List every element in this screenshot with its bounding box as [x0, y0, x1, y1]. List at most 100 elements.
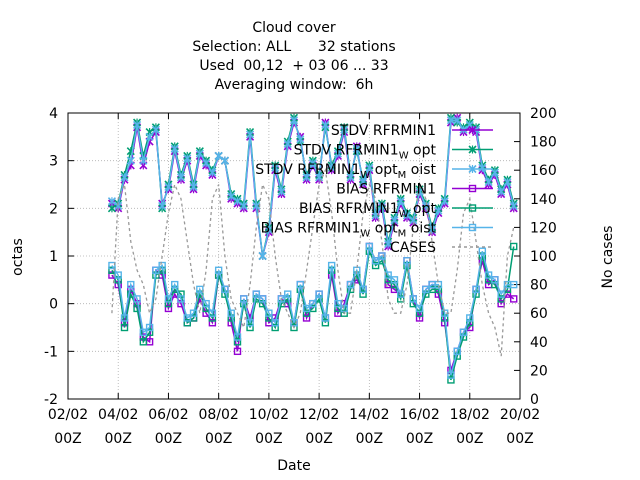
data-point	[120, 323, 129, 332]
legend-label: CASES	[390, 240, 436, 256]
data-point	[233, 333, 242, 341]
data-point	[245, 130, 255, 139]
chart-title-line: Used 00,12 + 03 06 ... 33	[199, 58, 388, 74]
data-point	[283, 139, 292, 149]
data-point	[497, 295, 505, 303]
data-point	[220, 156, 230, 165]
y2-tick-label: 0	[530, 392, 539, 408]
x-tick-label: 00Z	[456, 431, 483, 447]
data-point	[227, 192, 236, 201]
data-point	[302, 314, 311, 322]
series	[111, 167, 515, 357]
x-tick-label: 12/02	[299, 407, 339, 423]
data-point	[252, 201, 261, 211]
data-point	[468, 125, 477, 135]
data-point	[240, 295, 248, 303]
data-point	[390, 216, 399, 225]
y2-tick-label: 80	[530, 278, 548, 294]
data-point	[422, 285, 430, 294]
data-point	[478, 163, 487, 172]
data-point	[468, 223, 477, 232]
data-point	[340, 125, 349, 134]
x-tick-label: 08/02	[198, 407, 238, 423]
x-axis-label: Date	[277, 458, 310, 474]
data-point	[468, 204, 477, 212]
x-tick-label: 10/02	[249, 407, 289, 423]
y-tick-label: 4	[49, 106, 58, 122]
data-point	[466, 314, 474, 322]
data-point	[472, 285, 480, 294]
data-point	[233, 197, 242, 206]
data-point	[446, 116, 456, 125]
chart-title-line: Cloud cover	[252, 20, 336, 36]
data-point	[227, 309, 235, 317]
data-point	[195, 149, 204, 158]
y-tick-label: 0	[49, 297, 58, 313]
data-point	[284, 290, 292, 298]
data-point	[510, 295, 518, 303]
y2-tick-label: 160	[530, 163, 557, 179]
x-tick-label: 18/02	[450, 407, 490, 423]
data-point	[302, 309, 311, 317]
data-point	[333, 149, 343, 158]
data-point	[252, 290, 261, 298]
x-tick-label: 00Z	[305, 431, 332, 447]
data-point	[510, 242, 518, 251]
data-point	[497, 299, 505, 308]
x-tick-label: 06/02	[148, 407, 188, 423]
chart-title: Cloud cover Selection: ALL 32 stations U…	[192, 20, 395, 93]
data-point	[271, 163, 280, 172]
data-point	[402, 211, 412, 220]
data-point	[258, 251, 267, 261]
data-point	[107, 204, 117, 213]
data-point	[468, 184, 477, 193]
data-point	[208, 319, 217, 327]
data-point	[233, 347, 242, 356]
data-point	[145, 323, 154, 332]
data-point	[233, 338, 242, 346]
series-line	[111, 167, 515, 357]
data-point	[214, 266, 223, 274]
data-point	[133, 304, 141, 313]
x-tick-label: 16/02	[399, 407, 439, 423]
data-point	[509, 201, 518, 211]
data-point	[484, 271, 493, 279]
x-tick-label: 04/02	[98, 407, 138, 423]
data-point	[127, 280, 135, 289]
data-point	[258, 295, 267, 303]
data-point	[396, 197, 405, 206]
data-point	[409, 216, 418, 225]
data-point	[290, 319, 298, 327]
x-tick-label: 00Z	[406, 431, 433, 447]
data-point	[202, 299, 210, 308]
data-point	[158, 201, 167, 211]
y2-tick-label: 200	[530, 106, 557, 122]
y-axis-label: octas	[10, 238, 26, 276]
data-point	[183, 319, 191, 327]
x-tick-label: 14/02	[349, 407, 389, 423]
data-point	[107, 197, 117, 206]
data-point	[327, 163, 336, 172]
legend-label: BIAS RFRMIN1W optM oist	[261, 221, 437, 240]
axes: 02/02 00Z 04/02 00Z 06/02 00Z 08/02 00Z 10/02 00Z…	[44, 106, 557, 447]
data-point	[468, 164, 477, 174]
data-point	[164, 299, 173, 308]
data-point	[120, 314, 129, 322]
data-point	[132, 120, 142, 129]
data-point	[177, 295, 185, 303]
data-point	[490, 168, 499, 177]
y2-tick-label: 140	[530, 192, 557, 208]
data-point	[346, 280, 355, 289]
data-point	[120, 173, 129, 182]
data-point	[208, 309, 217, 317]
series-line	[111, 243, 514, 376]
data-point	[221, 285, 229, 294]
data-point	[378, 252, 386, 260]
y2-tick-label: 20	[530, 363, 548, 379]
data-point	[170, 144, 179, 153]
y2-tick-label: 40	[530, 335, 548, 351]
data-point	[196, 285, 204, 294]
data-point	[108, 261, 116, 270]
legend-label: STDV RFRMIN1W optM oist	[255, 162, 436, 181]
